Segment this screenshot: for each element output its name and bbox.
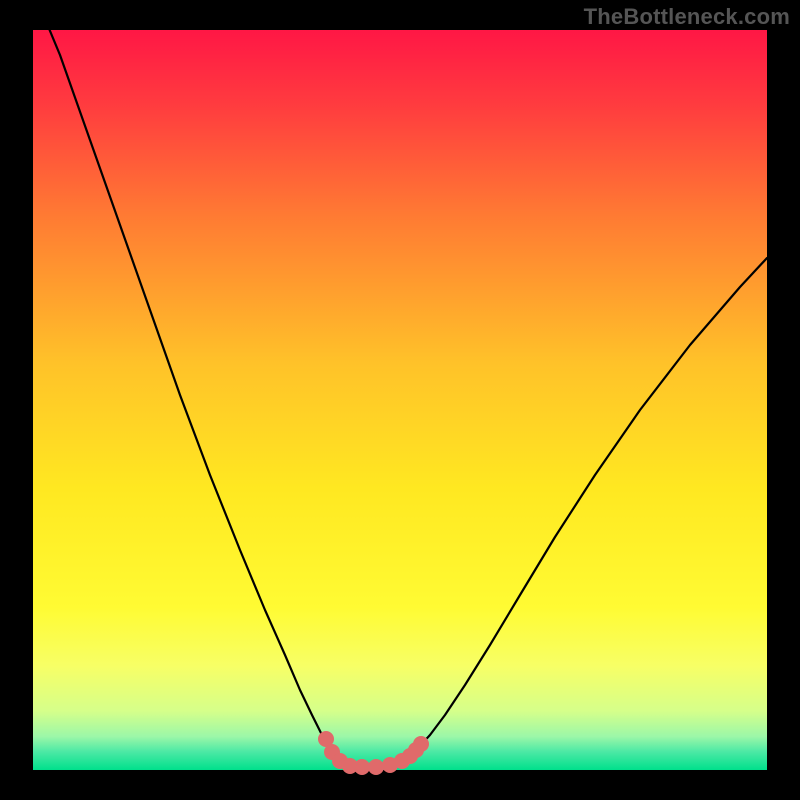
marker-point (368, 759, 384, 775)
chart-svg (0, 0, 800, 800)
marker-point (354, 759, 370, 775)
watermark-text: TheBottleneck.com (584, 4, 790, 30)
chart-container: TheBottleneck.com (0, 0, 800, 800)
marker-point (413, 736, 429, 752)
bottleneck-curve (33, 0, 767, 767)
trough-markers (318, 731, 429, 775)
